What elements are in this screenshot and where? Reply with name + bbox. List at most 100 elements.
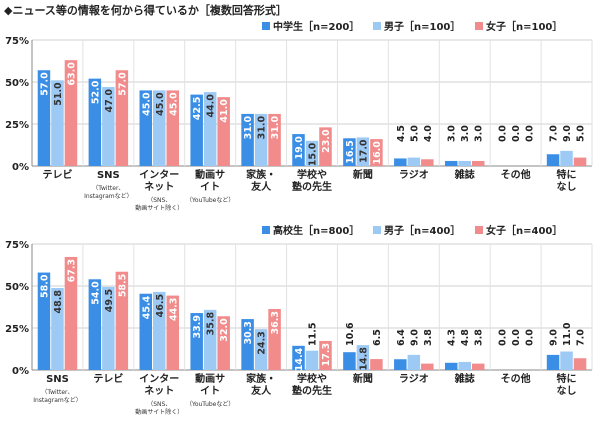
x-tick-label: インター [139,373,179,385]
x-tick-sublabel: 動画サイト除く） [135,408,183,416]
bar-value-label: 5.0 [576,125,587,142]
bar-1-1-0 [88,279,102,370]
bar-value-label: 4.8 [460,329,471,346]
bar-value-label: 33.9 [192,315,203,338]
x-tick-label: 特に [557,372,577,385]
bar-value-label: 45.0 [155,92,166,116]
bar-value-label: 23.0 [321,129,332,153]
x-tick-label: SNS [97,170,120,181]
x-tick-label: 学校や [297,168,327,181]
bar-value-label: 17.3 [321,343,332,366]
bar-value-label: 57.0 [39,72,50,96]
y-tick-label: 75% [5,36,29,47]
bar-value-label: 48.8 [53,290,64,314]
x-tick-label: テレビ [93,372,123,385]
y-tick-label: 75% [5,240,29,251]
bar-value-label: 31.0 [243,116,254,140]
bar-0-10-1 [560,150,573,166]
bar-value-label: 35.8 [206,311,217,335]
bar-value-label: 58.5 [117,274,128,297]
y-tick-label: 0% [12,162,29,173]
bar-value-label: 16.0 [372,141,383,165]
bar-1-0-1 [51,288,64,370]
bar-value-label: 42.5 [192,97,203,120]
bar-0-6-1 [356,137,370,166]
bar-value-label: 0.0 [511,329,522,346]
legend-label-2: 女子［n=100］ [486,20,562,33]
x-tick-sublabel: （Twitter、 [41,389,73,396]
legend-swatch-0 [262,22,270,30]
x-tick-label: 新聞 [353,372,373,385]
bar-1-3-1 [203,309,217,370]
bar-value-label: 3.8 [423,329,434,346]
bar-1-4-0 [241,319,254,370]
bar-value-label: 3.0 [474,125,485,142]
bar-1-10-1 [560,351,573,370]
bar-value-label: 3.0 [460,125,471,142]
bar-1-7-2 [421,363,434,370]
bar-value-label: 0.0 [525,329,536,346]
x-tick-label: 学校や [297,372,327,385]
x-tick-label: 動画サ [195,168,225,181]
x-tick-label: その他 [501,372,531,385]
x-tick-sublabel: 動画サイト除く） [135,204,183,212]
x-tick-label: 塾の先生 [292,180,332,193]
x-tick-sublabel: （SNS、 [147,401,171,408]
bar-0-5-0 [292,134,305,166]
bar-0-5-2 [319,127,332,166]
bar-value-label: 9.0 [549,329,560,346]
x-tick-label: 家族・ [246,372,276,385]
bar-value-label: 44.0 [206,94,217,118]
bar-1-7-1 [407,354,421,370]
bar-0-10-0 [546,154,560,166]
bar-1-1-2 [115,271,129,370]
x-tick-label: SNS [46,374,69,385]
x-tick-label: 友人 [251,384,272,397]
bar-value-label: 32.0 [219,318,230,342]
bar-1-10-0 [546,354,560,370]
x-tick-label: 特に [557,168,577,181]
bar-value-label: 45.0 [141,92,152,116]
bar-value-label: 9.0 [409,329,420,346]
x-tick-label: 動画サ [195,372,225,385]
bar-0-4-0 [241,113,254,166]
bar-value-label: 24.3 [257,331,268,354]
y-tick-label: 50% [5,282,29,293]
legend-swatch-0 [262,226,270,234]
bar-0-6-2 [370,139,383,166]
bar-value-label: 36.3 [270,311,281,334]
bar-value-label: 45.0 [168,92,179,116]
bar-value-label: 4.3 [447,329,458,346]
bar-value-label: 0.0 [498,329,509,346]
bar-1-10-2 [573,358,587,370]
bar-1-0-0 [37,272,51,370]
bar-0-1-1 [102,87,115,166]
bar-0-7-1 [407,157,421,166]
x-tick-label: 新聞 [353,168,373,181]
bar-value-label: 7.0 [576,329,587,346]
bar-1-8-0 [444,362,458,370]
x-tick-label: 家族・ [246,168,276,181]
bar-0-0-0 [37,70,51,166]
bar-1-1-1 [102,286,115,370]
bar-0-4-2 [268,113,281,166]
bar-value-label: 3.0 [447,125,458,142]
bar-value-label: 47.0 [104,89,115,113]
bar-value-label: 46.5 [155,294,166,317]
bar-value-label: 31.0 [270,116,281,140]
bar-value-label: 51.0 [53,82,64,106]
bar-0-7-0 [394,158,407,166]
bar-value-label: 6.4 [396,329,407,346]
bar-1-5-0 [292,345,305,370]
bar-0-2-2 [166,90,180,166]
bar-1-5-1 [305,350,319,370]
x-tick-sublabel: Instagramなど） [33,396,82,404]
x-tick-label: なし [557,385,577,397]
y-tick-label: 50% [5,78,29,89]
bar-value-label: 67.3 [66,259,77,282]
bar-value-label: 4.0 [423,125,434,142]
bar-value-label: 7.0 [549,125,560,142]
bar-value-label: 0.0 [498,125,509,142]
bar-0-8-0 [444,160,458,166]
bar-value-label: 15.0 [308,142,319,166]
